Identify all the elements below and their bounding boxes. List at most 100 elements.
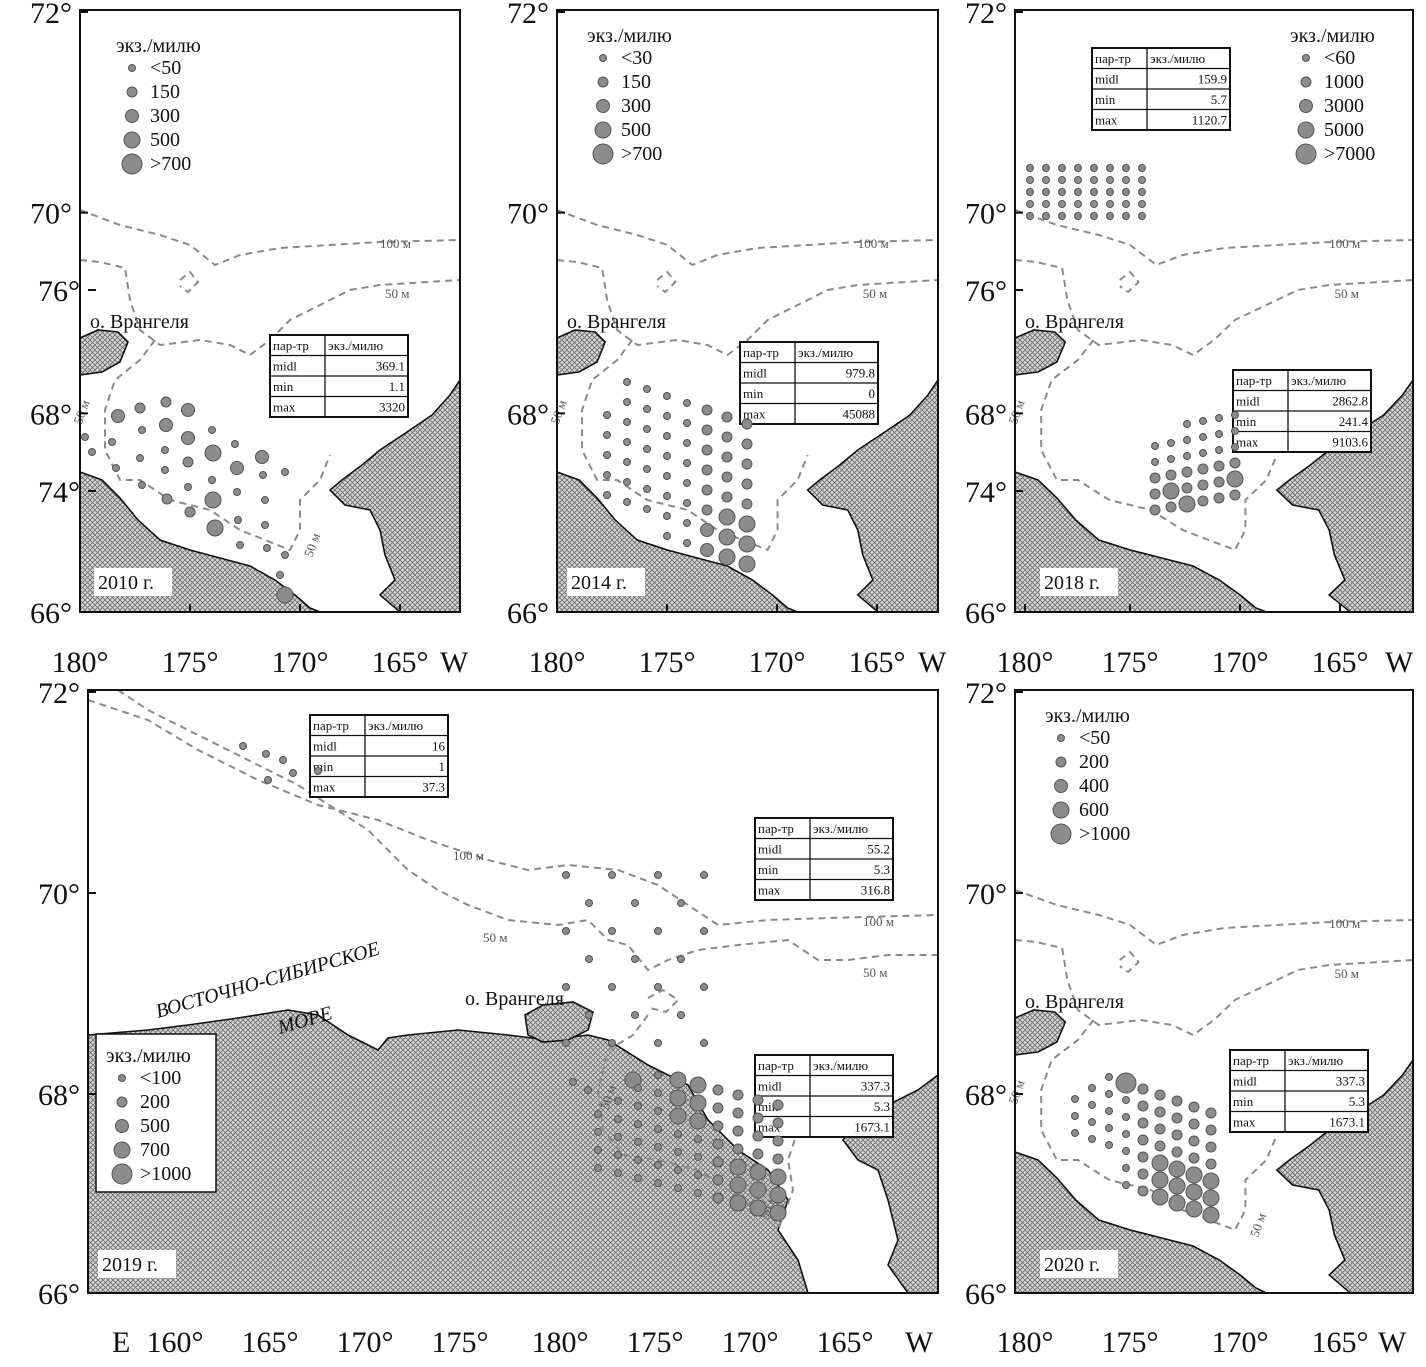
station-point (721, 431, 733, 443)
table-value: 337.3 (1336, 1074, 1365, 1089)
station-point (594, 1128, 602, 1136)
station-point (643, 465, 651, 473)
station-point (603, 431, 611, 439)
longitude-label: 170° (1212, 1326, 1269, 1359)
station-point (1105, 1107, 1113, 1115)
table-param: max (313, 780, 336, 795)
legend-item: <50 (1079, 727, 1110, 749)
station-point (623, 458, 631, 466)
year-label: 2010 г. (98, 572, 154, 594)
station-point (1122, 1164, 1130, 1172)
table-value: 1673.1 (1329, 1115, 1365, 1130)
legend-title: экз./милю (1045, 705, 1130, 727)
station-point (234, 516, 242, 524)
year-label: 2020 г. (1044, 1254, 1100, 1276)
station-point (1188, 1101, 1200, 1113)
isobath-100m (1014, 209, 1414, 267)
table-param: min (1236, 414, 1257, 429)
station-point (694, 1135, 702, 1143)
island-label: о. Врангеля (567, 311, 666, 333)
station-point (161, 466, 169, 474)
station-point (161, 493, 173, 505)
station-point (772, 1099, 784, 1111)
legend-item: 500 (150, 129, 180, 151)
station-point (663, 512, 671, 520)
station-point (677, 1011, 685, 1019)
station-point (732, 1107, 744, 1119)
table-value: 2862.8 (1332, 394, 1368, 409)
legend-symbol (1050, 823, 1072, 845)
station-point (1122, 176, 1130, 184)
station-point (1171, 1095, 1183, 1107)
table-param: max (1236, 435, 1259, 450)
station-point (741, 438, 753, 450)
station-point (314, 767, 322, 775)
isobath-50m-shelf (581, 339, 809, 552)
station-point (603, 471, 611, 479)
latitude-label: 70° (30, 198, 72, 231)
isobath-50m-loop (1119, 950, 1140, 974)
station-point (732, 1089, 744, 1101)
station-point (677, 955, 685, 963)
legend-item: <60 (1324, 47, 1355, 69)
legend-title: экз./милю (116, 35, 201, 57)
legend-item: 500 (140, 1115, 170, 1137)
station-point (138, 481, 146, 489)
latitude-label: 70° (965, 198, 1007, 231)
table-header: пар-тр (758, 821, 794, 836)
stats-table: пар-тр экз./милю midl 55.2 min 5.3 max 316.8 (754, 817, 894, 901)
station-point (718, 528, 736, 546)
station-point (1090, 188, 1098, 196)
table-param: min (743, 386, 764, 401)
map-panel-5: 100 м50 м50 м50 мо. Врангеля76°74°72°70°… (965, 275, 1414, 1311)
table-header: экз./милю (813, 1058, 868, 1073)
legend-symbol (599, 54, 607, 62)
latitude-label: 76° (38, 275, 80, 308)
table-param: min (758, 862, 779, 877)
station-point (1171, 1129, 1183, 1141)
station-point (255, 450, 269, 464)
station-point (1205, 1141, 1217, 1153)
longitude-label: 165° (242, 1326, 299, 1359)
station-point (1026, 164, 1034, 172)
station-point (1138, 212, 1146, 220)
station-point (669, 1107, 687, 1125)
station-point (1215, 430, 1223, 438)
station-point (1122, 164, 1130, 172)
station-point (281, 551, 289, 559)
station-point (134, 402, 146, 414)
station-point (206, 519, 224, 537)
station-point (663, 472, 671, 480)
longitude-label: 170° (1212, 646, 1269, 679)
station-point (181, 431, 195, 445)
station-point (1071, 1095, 1079, 1103)
station-point (204, 444, 222, 462)
legend-item: 200 (140, 1091, 170, 1113)
legend-symbol (116, 1096, 128, 1108)
latitude-label: 66° (965, 1278, 1007, 1311)
table-value: 5.3 (874, 1099, 890, 1114)
longitude-label: 180° (532, 1326, 589, 1359)
table-param: max (273, 400, 296, 415)
legend-symbol (1055, 756, 1067, 768)
station-point (1074, 176, 1082, 184)
longitude-label: W (1385, 646, 1414, 679)
legend-symbol (1300, 76, 1312, 88)
station-point (1231, 427, 1239, 435)
station-point (1137, 1083, 1149, 1095)
station-point (608, 927, 616, 935)
longitude-label: 170° (722, 1326, 779, 1359)
alaska-land (328, 377, 461, 613)
isobath-label: 100 м (863, 914, 894, 929)
isobath-label: 50 м (1334, 286, 1358, 301)
station-point (700, 543, 714, 557)
table-value: 9103.6 (1332, 435, 1368, 450)
station-point (1202, 1206, 1220, 1224)
station-point (732, 1143, 744, 1155)
station-point (643, 445, 651, 453)
legend-item: 200 (1079, 751, 1109, 773)
station-point (1122, 188, 1130, 196)
legend-symbol (128, 64, 136, 72)
station-point (1122, 1096, 1130, 1104)
